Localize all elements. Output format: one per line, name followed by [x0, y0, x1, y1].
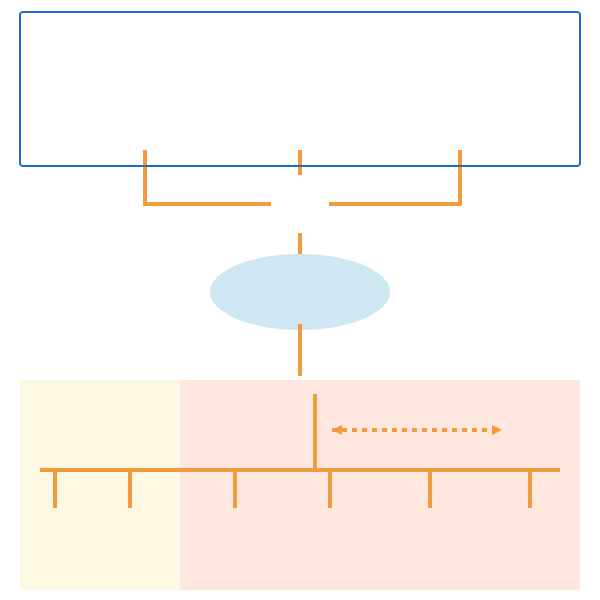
corp-network-panel [180, 380, 580, 590]
cloud-services-panel [20, 380, 180, 590]
eaa-edge-cloud [210, 254, 390, 330]
connection-line [145, 150, 271, 204]
connection-line [329, 150, 460, 204]
remote-access-panel [20, 12, 580, 166]
